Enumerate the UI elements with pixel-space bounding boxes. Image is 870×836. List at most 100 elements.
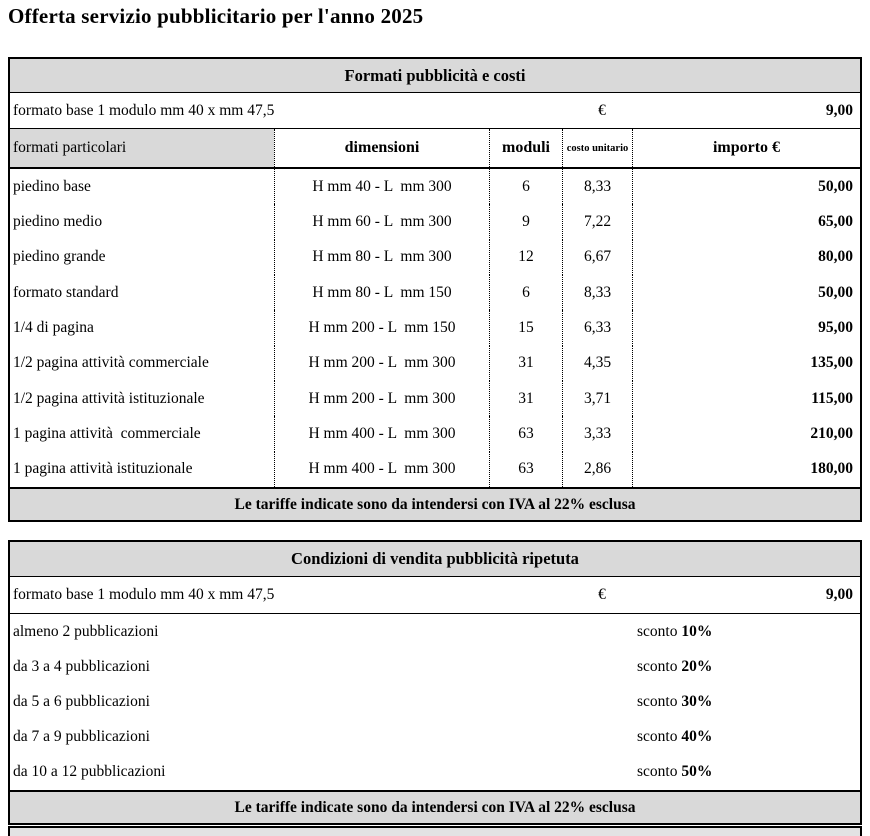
row-importo: 65,00: [632, 204, 860, 240]
row-formato: 1 pagina attività istituzionale: [13, 460, 193, 478]
discount-row-label: da 10 a 12 pubblicazioni: [13, 763, 166, 781]
discount-row-label: da 7 a 9 pubblicazioni: [13, 728, 150, 746]
base-format-label: formato base 1 modulo mm 40 x mm 47,5: [13, 586, 275, 603]
sconto-word: sconto: [637, 728, 678, 746]
base-format-row: formato base 1 modulo mm 40 x mm 47,5 € …: [10, 577, 860, 614]
sconto-percent: 30%: [681, 693, 713, 710]
base-format-label: formato base 1 modulo mm 40 x mm 47,5: [13, 101, 275, 119]
table-row: 1 pagina attività commerciale H mm 400 -…: [10, 416, 860, 452]
row-moduli: 63: [489, 451, 562, 487]
row-importo: 210,00: [632, 416, 860, 452]
row-dimensioni: H mm 200 - L mm 300: [274, 380, 489, 417]
sconto-word: sconto: [637, 657, 678, 675]
row-costo-unitario: 6,67: [562, 239, 632, 275]
row-costo-unitario: 3,71: [562, 380, 632, 417]
discount-row: almeno 2 pubblicazioni sconto 10%: [10, 614, 860, 649]
table-row: piedino medio H mm 60 - L mm 300 9 7,22 …: [10, 204, 860, 240]
row-importo: 50,00: [632, 274, 860, 311]
formats-table-title: Formati pubblicità e costi: [10, 59, 860, 93]
table-row: piedino grande H mm 80 - L mm 300 12 6,6…: [10, 239, 860, 275]
row-dimensioni: H mm 60 - L mm 300: [274, 204, 489, 240]
row-costo-unitario: 6,33: [562, 310, 632, 346]
row-importo: 80,00: [632, 239, 860, 275]
table-row: 1 pagina attività istituzionale H mm 400…: [10, 451, 860, 487]
discount-row: da 7 a 9 pubblicazioni sconto 40%: [10, 720, 860, 755]
row-dimensioni: H mm 400 - L mm 300: [274, 451, 489, 487]
row-formato: formato standard: [13, 283, 119, 301]
row-dimensioni: H mm 80 - L mm 150: [274, 274, 489, 311]
page-title: Offerta servizio pubblicitario per l'ann…: [8, 4, 424, 28]
row-dimensioni: H mm 200 - L mm 300: [274, 345, 489, 381]
base-format-row: formato base 1 modulo mm 40 x mm 47,5 € …: [10, 93, 860, 129]
conditions-table-title: Condizioni di vendita pubblicità ripetut…: [10, 542, 860, 577]
column-header-moduli: moduli: [489, 129, 562, 167]
formats-costs-table: Formati pubblicità e costi formato base …: [8, 57, 862, 522]
column-header-formato: formati particolari: [10, 129, 274, 167]
column-header-row: formati particolari dimensioni moduli co…: [10, 129, 860, 169]
discount-row-label: almeno 2 pubblicazioni: [13, 622, 159, 640]
row-moduli: 31: [489, 380, 562, 417]
row-dimensioni: H mm 40 - L mm 300: [274, 169, 489, 205]
row-costo-unitario: 4,35: [562, 345, 632, 381]
column-header-importo: importo €: [632, 129, 860, 167]
repeat-sale-conditions-table: Condizioni di vendita pubblicità ripetut…: [8, 540, 862, 825]
discount-row-value: sconto 20%: [637, 658, 712, 676]
discount-row-value: sconto 40%: [637, 728, 712, 746]
row-formato: 1 pagina attività commerciale: [13, 424, 201, 442]
row-importo: 180,00: [632, 451, 860, 487]
discount-row-label: da 3 a 4 pubblicazioni: [13, 657, 150, 675]
discount-row-value: sconto 30%: [637, 693, 712, 711]
table-row: 1/4 di pagina H mm 200 - L mm 150 15 6,3…: [10, 310, 860, 346]
sconto-word: sconto: [637, 693, 678, 710]
formats-data-rows: piedino base H mm 40 - L mm 300 6 8,33 5…: [10, 169, 860, 487]
row-moduli: 15: [489, 310, 562, 346]
row-moduli: 6: [489, 274, 562, 311]
discount-row: da 5 a 6 pubblicazioni sconto 30%: [10, 684, 860, 719]
euro-symbol: €: [598, 101, 606, 119]
row-formato: piedino grande: [13, 248, 106, 266]
row-moduli: 31: [489, 345, 562, 381]
row-moduli: 63: [489, 416, 562, 452]
row-importo: 50,00: [632, 169, 860, 205]
row-costo-unitario: 3,33: [562, 416, 632, 452]
table-row: formato standard H mm 80 - L mm 150 6 8,…: [10, 274, 860, 311]
cutoff-next-section-bar: [8, 826, 862, 836]
row-costo-unitario: 8,33: [562, 169, 632, 205]
column-header-costo-unitario: costo unitario: [562, 129, 632, 167]
iva-note: Le tariffe indicate sono da intendersi c…: [10, 487, 860, 520]
row-dimensioni: H mm 200 - L mm 150: [274, 310, 489, 346]
row-formato: 1/2 pagina attività commerciale: [13, 354, 209, 372]
base-format-price: 9,00: [825, 586, 853, 603]
row-costo-unitario: 2,86: [562, 451, 632, 487]
row-importo: 115,00: [632, 380, 860, 417]
sconto-percent: 50%: [681, 763, 713, 781]
discount-row-value: sconto 10%: [637, 623, 712, 641]
row-importo: 135,00: [632, 345, 860, 381]
euro-symbol: €: [598, 586, 606, 603]
table-row: 1/2 pagina attività istituzionale H mm 2…: [10, 380, 860, 417]
table-row: piedino base H mm 40 - L mm 300 6 8,33 5…: [10, 169, 860, 205]
row-formato: 1/4 di pagina: [13, 318, 94, 336]
row-formato: piedino base: [13, 177, 91, 195]
discount-row: da 3 a 4 pubblicazioni sconto 20%: [10, 649, 860, 684]
discount-row: da 10 a 12 pubblicazioni sconto 50%: [10, 755, 860, 790]
discount-row-label: da 5 a 6 pubblicazioni: [13, 693, 150, 710]
row-dimensioni: H mm 400 - L mm 300: [274, 416, 489, 452]
row-moduli: 6: [489, 169, 562, 205]
table-row: 1/2 pagina attività commerciale H mm 200…: [10, 345, 860, 381]
row-moduli: 9: [489, 204, 562, 240]
base-format-price: 9,00: [825, 101, 853, 119]
row-importo: 95,00: [632, 310, 860, 346]
iva-note: Le tariffe indicate sono da intendersi c…: [10, 790, 860, 823]
sconto-percent: 20%: [681, 657, 713, 675]
row-costo-unitario: 7,22: [562, 204, 632, 240]
discount-row-value: sconto 50%: [637, 763, 712, 781]
row-costo-unitario: 8,33: [562, 274, 632, 311]
column-header-dimensioni: dimensioni: [274, 129, 489, 167]
row-formato: 1/2 pagina attività istituzionale: [13, 389, 205, 407]
discount-rows: almeno 2 pubblicazioni sconto 10% da 3 a…: [10, 614, 860, 790]
row-formato: piedino medio: [13, 212, 103, 230]
sconto-percent: 40%: [681, 728, 713, 746]
sconto-word: sconto: [637, 622, 678, 640]
sconto-word: sconto: [637, 763, 678, 781]
